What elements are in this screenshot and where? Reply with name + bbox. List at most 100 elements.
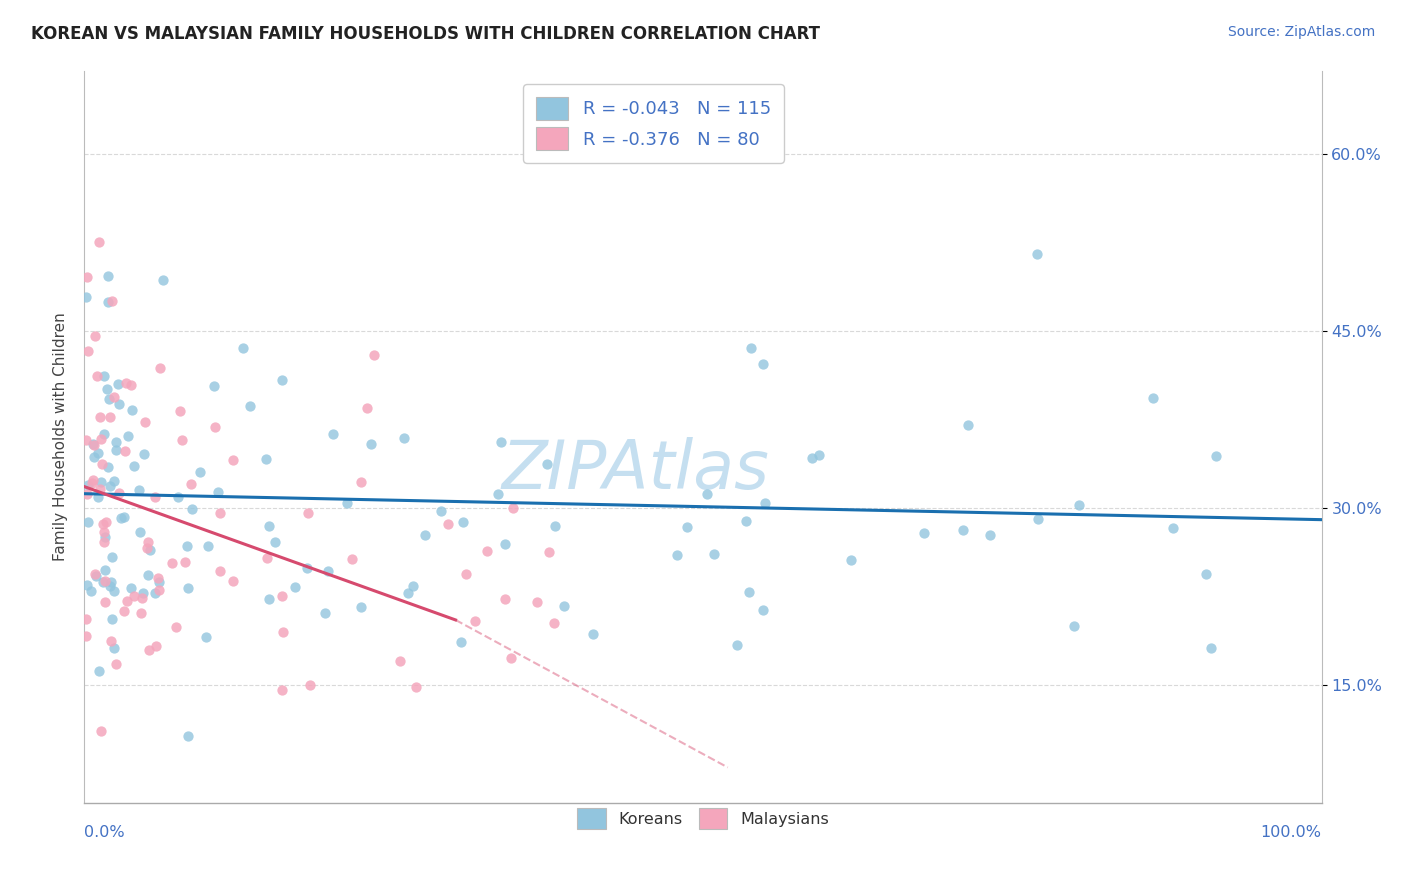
Point <box>112 509 135 524</box>
Point <box>952 523 974 537</box>
Point <box>91 574 114 589</box>
Point <box>807 448 830 462</box>
Point <box>76 477 98 491</box>
Point <box>752 602 775 616</box>
Point <box>87 664 110 678</box>
Point <box>79 583 101 598</box>
Point <box>115 594 138 608</box>
Point <box>956 417 979 432</box>
Point <box>83 566 105 581</box>
Point <box>336 496 359 510</box>
Point <box>103 390 125 404</box>
Point <box>839 553 862 567</box>
Point <box>76 515 98 529</box>
Point <box>122 589 145 603</box>
Point <box>89 235 111 250</box>
Point <box>131 591 153 606</box>
Point <box>98 409 121 424</box>
Point <box>75 290 97 304</box>
Point <box>93 534 115 549</box>
Point <box>340 552 363 566</box>
Point <box>360 437 382 451</box>
Point <box>1026 247 1049 261</box>
Point <box>270 373 292 387</box>
Point <box>740 341 762 355</box>
Point <box>209 506 232 520</box>
Legend: Koreans, Malaysians: Koreans, Malaysians <box>571 802 835 835</box>
Point <box>703 547 725 561</box>
Point <box>271 625 294 640</box>
Point <box>486 487 509 501</box>
Point <box>271 683 294 698</box>
Point <box>1063 619 1085 633</box>
Point <box>177 730 200 744</box>
Text: 100.0%: 100.0% <box>1261 825 1322 839</box>
Point <box>138 642 160 657</box>
Point <box>734 514 756 528</box>
Text: Source: ZipAtlas.com: Source: ZipAtlas.com <box>1227 25 1375 39</box>
Point <box>402 578 425 592</box>
Point <box>544 519 567 533</box>
Point <box>180 501 202 516</box>
Point <box>83 450 105 465</box>
Point <box>725 638 748 652</box>
Point <box>284 580 307 594</box>
Point <box>666 549 689 563</box>
Point <box>197 539 219 553</box>
Point <box>75 612 97 626</box>
Point <box>76 344 98 359</box>
Point <box>84 328 107 343</box>
Point <box>1199 640 1222 655</box>
Point <box>314 606 336 620</box>
Point <box>388 654 411 668</box>
Point <box>76 269 98 284</box>
Point <box>754 496 776 510</box>
Point <box>90 475 112 489</box>
Point <box>93 524 115 539</box>
Point <box>98 392 121 407</box>
Point <box>1163 521 1185 535</box>
Point <box>100 634 122 648</box>
Point <box>149 361 172 376</box>
Point <box>100 579 122 593</box>
Point <box>222 574 245 589</box>
Point <box>110 511 132 525</box>
Point <box>177 581 200 595</box>
Point <box>165 620 187 634</box>
Point <box>90 724 112 739</box>
Point <box>82 473 104 487</box>
Point <box>139 543 162 558</box>
Point <box>1067 498 1090 512</box>
Point <box>97 268 120 283</box>
Point <box>97 460 120 475</box>
Point <box>270 589 292 603</box>
Point <box>120 581 142 595</box>
Point <box>143 490 166 504</box>
Point <box>297 560 319 574</box>
Point <box>112 604 135 618</box>
Point <box>87 490 110 504</box>
Text: KOREAN VS MALAYSIAN FAMILY HOUSEHOLDS WITH CHILDREN CORRELATION CHART: KOREAN VS MALAYSIAN FAMILY HOUSEHOLDS WI… <box>31 25 820 43</box>
Point <box>91 517 114 532</box>
Point <box>129 524 152 539</box>
Text: ZIPAtlas: ZIPAtlas <box>501 437 769 503</box>
Point <box>494 591 516 606</box>
Point <box>121 403 143 417</box>
Point <box>93 368 115 383</box>
Point <box>107 486 129 500</box>
Point <box>90 432 112 446</box>
Point <box>170 433 193 447</box>
Point <box>297 506 319 520</box>
Point <box>128 483 150 497</box>
Point <box>209 564 232 578</box>
Point <box>553 599 575 613</box>
Point <box>363 348 385 362</box>
Point <box>256 550 278 565</box>
Point <box>94 574 117 588</box>
Point <box>194 630 217 644</box>
Point <box>143 586 166 600</box>
Point <box>979 527 1001 541</box>
Point <box>134 415 156 429</box>
Point <box>115 376 138 390</box>
Point <box>145 639 167 653</box>
